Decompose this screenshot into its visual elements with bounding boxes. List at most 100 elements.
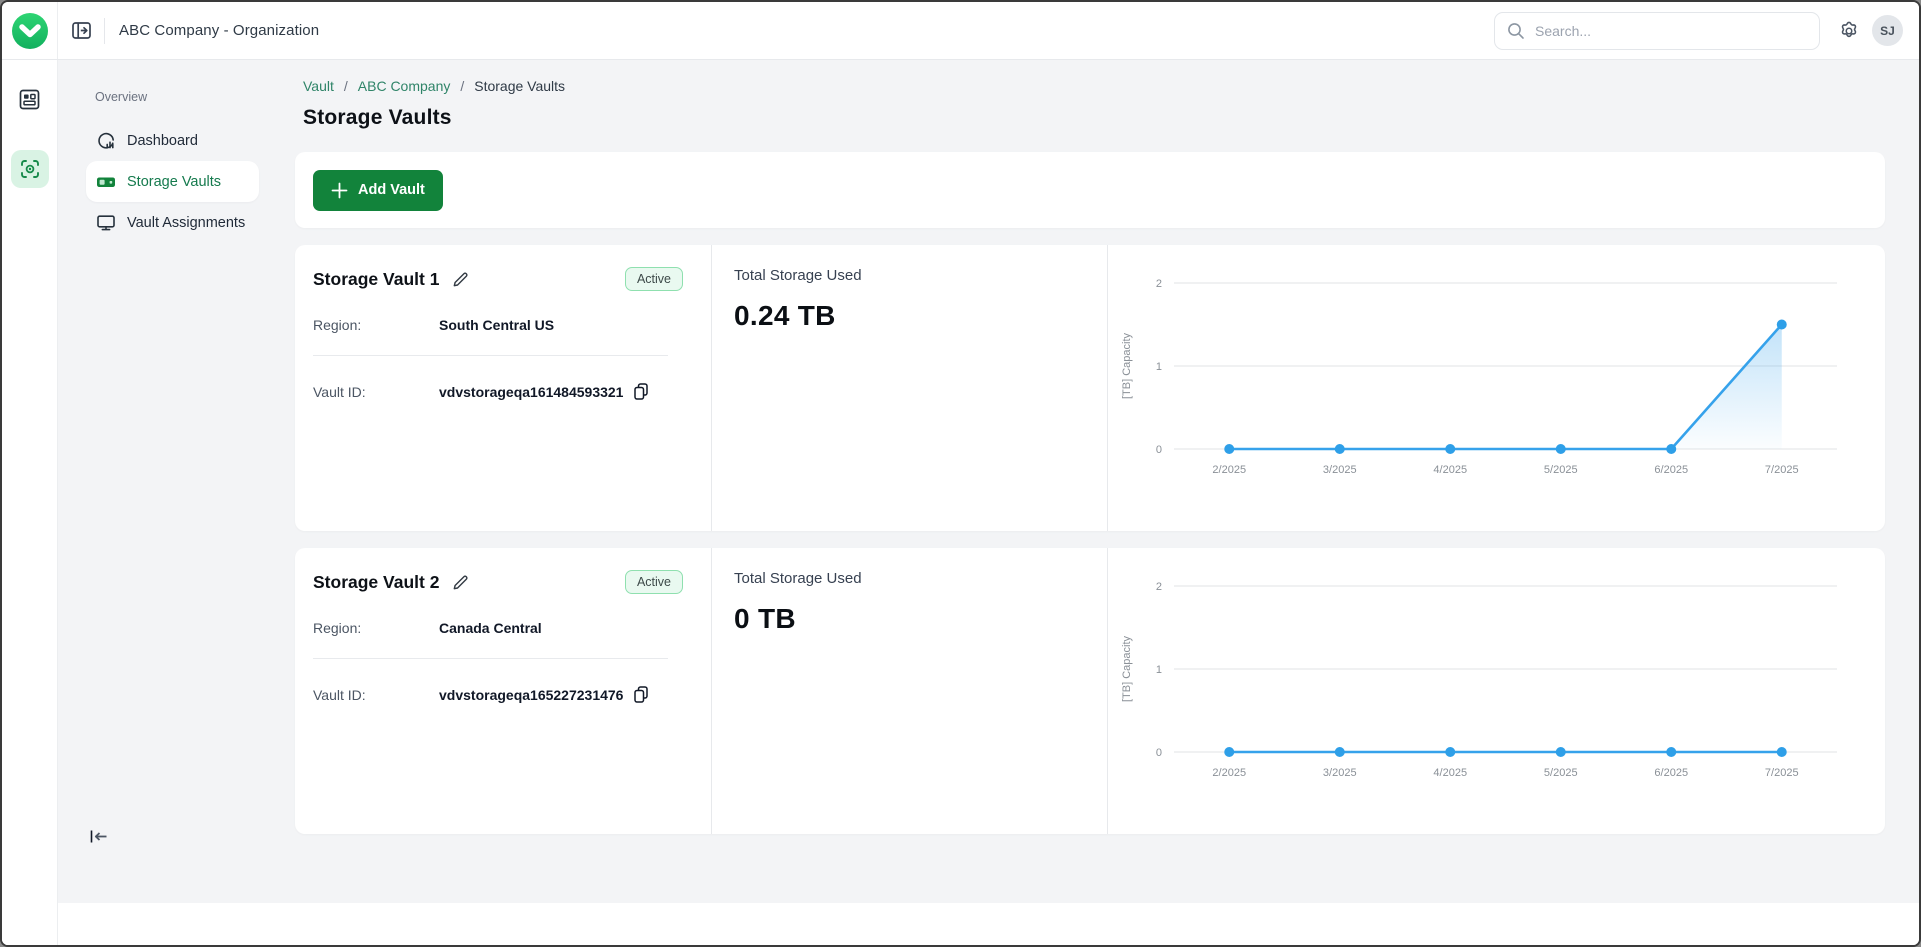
status-badge: Active xyxy=(624,267,683,291)
svg-text:6/2025: 6/2025 xyxy=(1654,464,1688,476)
sidebar-item-vault-assignments[interactable]: Vault Assignments xyxy=(86,202,259,243)
pencil-edit-icon xyxy=(454,575,468,589)
usage-value: 0 TB xyxy=(734,603,796,634)
add-vault-button[interactable]: Add Vault xyxy=(313,169,443,211)
topbar-divider xyxy=(104,17,105,44)
add-vault-label: Add Vault xyxy=(358,182,425,198)
usage-label: Total Storage Used xyxy=(734,570,862,587)
dashboard-chart-icon xyxy=(98,132,114,149)
sidebar-collapse-button[interactable] xyxy=(88,828,110,845)
svg-text:5/2025: 5/2025 xyxy=(1544,464,1578,476)
copy-icon xyxy=(634,686,649,703)
capacity-chart: 0 1 2 [TB] Capacity 2/2025 3/2025 4/2025 5/2025… xyxy=(1121,581,1837,779)
region-value: Canada Central xyxy=(439,620,542,636)
app-logo[interactable] xyxy=(2,2,58,59)
sidebar-item-dashboard[interactable]: Dashboard xyxy=(86,120,259,161)
svg-text:1: 1 xyxy=(1156,664,1162,676)
copy-vault-id-button[interactable] xyxy=(632,685,650,704)
search-box[interactable] xyxy=(1494,11,1820,50)
svg-text:4/2025: 4/2025 xyxy=(1433,767,1467,779)
organization-title: ABC Company - Organization xyxy=(119,22,320,39)
usage-label: Total Storage Used xyxy=(734,267,862,284)
region-value: South Central US xyxy=(439,317,555,333)
rail-vault-scan-button[interactable] xyxy=(10,150,49,188)
search-icon xyxy=(1508,22,1524,39)
svg-text:3/2025: 3/2025 xyxy=(1323,464,1357,476)
region-label: Region: xyxy=(313,620,362,636)
svg-text:2: 2 xyxy=(1156,581,1162,593)
plus-icon xyxy=(331,182,348,198)
sidebar-toggle-button[interactable] xyxy=(58,2,104,59)
vault-card: Storage Vault 2 Active Region: Canada Ce… xyxy=(295,548,1885,834)
chart-column: 0 1 2 [TB] Capacity 2/2025 3/2025 4/2025 5/2025… xyxy=(1107,245,1885,531)
body-row: Overview Dashboard xyxy=(2,60,1919,945)
monitor-icon xyxy=(97,214,115,230)
sidebar: Overview Dashboard xyxy=(58,60,277,903)
sidebar-item-label: Storage Vaults xyxy=(127,173,222,190)
panel-toggle-icon xyxy=(71,22,91,39)
vault-info-column: Storage Vault 2 Active Region: Canada Ce… xyxy=(295,548,711,834)
svg-text:6/2025: 6/2025 xyxy=(1654,767,1688,779)
copy-vault-id-button[interactable] xyxy=(632,382,650,401)
svg-text:0: 0 xyxy=(1156,444,1162,456)
divider xyxy=(313,355,668,356)
svg-text:2/2025: 2/2025 xyxy=(1212,767,1246,779)
svg-text:2/2025: 2/2025 xyxy=(1212,464,1246,476)
breadcrumb: Vault / ABC Company / Storage Vaults xyxy=(295,78,1885,94)
usage-column: Total Storage Used 0.24 TB xyxy=(711,245,1107,531)
sidebar-section-label: Overview xyxy=(95,90,148,104)
capacity-chart: 0 1 2 [TB] Capacity 2/2025 3/2025 4/2025 5/2025… xyxy=(1121,278,1837,476)
sidebar-item-label: Vault Assignments xyxy=(127,214,246,231)
region-label: Region: xyxy=(313,317,362,333)
logo-icon xyxy=(11,12,48,49)
svg-text:3/2025: 3/2025 xyxy=(1323,767,1357,779)
sidebar-item-storage-vaults[interactable]: Storage Vaults xyxy=(86,161,259,202)
breadcrumb-company-link[interactable]: ABC Company xyxy=(357,78,451,94)
vault-name: Storage Vault 1 xyxy=(313,268,440,289)
vault-card: Storage Vault 1 Active Region: South Cen… xyxy=(295,245,1885,531)
sidebar-item-label: Dashboard xyxy=(127,132,198,149)
main-panel: Vault / ABC Company / Storage Vaults Sto… xyxy=(277,60,1919,903)
pencil-edit-icon xyxy=(454,272,468,286)
svg-text:2: 2 xyxy=(1156,278,1162,290)
chart-column: 0 1 2 [TB] Capacity 2/2025 3/2025 4/2025 5/2025… xyxy=(1107,548,1885,834)
divider xyxy=(313,658,668,659)
grid-window-icon xyxy=(19,89,40,109)
svg-text:5/2025: 5/2025 xyxy=(1544,767,1578,779)
collapse-left-icon xyxy=(90,830,107,843)
rail-dashboard-grid-button[interactable] xyxy=(11,80,49,118)
edit-vault-button[interactable] xyxy=(451,270,470,289)
usage-column: Total Storage Used 0 TB xyxy=(711,548,1107,834)
icon-rail xyxy=(2,60,58,945)
svg-text:7/2025: 7/2025 xyxy=(1765,464,1799,476)
svg-text:[TB] Capacity: [TB] Capacity xyxy=(1121,635,1133,702)
svg-text:[TB] Capacity: [TB] Capacity xyxy=(1121,332,1133,399)
content-area: Overview Dashboard xyxy=(58,60,1919,903)
settings-button[interactable] xyxy=(1838,20,1860,42)
svg-text:0: 0 xyxy=(1156,747,1162,759)
status-badge: Active xyxy=(624,570,683,594)
vault-id-label: Vault ID: xyxy=(313,383,366,400)
page-title: Storage Vaults xyxy=(303,106,452,129)
svg-text:4/2025: 4/2025 xyxy=(1433,464,1467,476)
usage-value: 0.24 TB xyxy=(734,300,836,331)
edit-vault-button[interactable] xyxy=(451,573,470,592)
copy-icon xyxy=(634,383,649,400)
breadcrumb-separator: / xyxy=(460,78,465,94)
user-avatar[interactable]: SJ xyxy=(1872,15,1903,46)
breadcrumb-current: Storage Vaults xyxy=(474,78,566,94)
storage-drive-icon xyxy=(97,177,115,187)
breadcrumb-vault-link[interactable]: Vault xyxy=(303,78,334,94)
toolbar-card: Add Vault xyxy=(295,152,1885,228)
scan-focus-icon xyxy=(20,160,39,178)
vault-name: Storage Vault 2 xyxy=(313,571,440,592)
svg-text:7/2025: 7/2025 xyxy=(1765,767,1799,779)
vault-id-value: vdvstorageqa161484593321 xyxy=(439,383,624,400)
search-input[interactable] xyxy=(1535,22,1807,39)
vault-id-label: Vault ID: xyxy=(313,686,366,703)
top-bar: ABC Company - Organization SJ xyxy=(2,2,1919,60)
vault-info-column: Storage Vault 1 Active Region: South Cen… xyxy=(295,245,711,531)
svg-text:1: 1 xyxy=(1156,361,1162,373)
vault-id-value: vdvstorageqa165227231476 xyxy=(439,686,624,703)
